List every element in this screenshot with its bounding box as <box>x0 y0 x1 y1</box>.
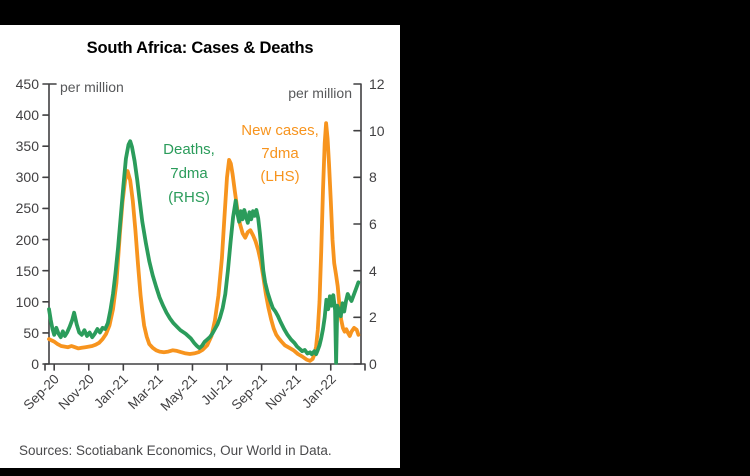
deaths-series-label-line1: Deaths, <box>163 141 215 158</box>
left-axis-tick-label: 450 <box>15 76 39 92</box>
right-axis-tick-label: 4 <box>369 262 377 279</box>
left-axis-tick-label: 400 <box>15 107 39 124</box>
left-axis-tick-label: 250 <box>15 200 39 217</box>
right-axis-tick-label: 6 <box>369 216 377 232</box>
chart-panel: South Africa: Cases & Deaths per million… <box>0 25 400 468</box>
y-axis-left <box>42 83 57 365</box>
deaths-series-label-line2: 7dma <box>170 165 208 182</box>
right-axis-tick-label: 0 <box>369 356 377 372</box>
right-axis-tick-label: 12 <box>369 76 385 92</box>
cases-series-label-line3: (LHS) <box>260 168 300 185</box>
left-axis-unit-label: per million <box>60 79 124 95</box>
sources-note: Sources: Scotiabank Economics, Our World… <box>19 443 332 458</box>
deaths-line <box>47 139 361 365</box>
chart-title: South Africa: Cases & Deaths <box>86 39 314 57</box>
right-axis-tick-label: 8 <box>369 169 377 186</box>
y-axis-right <box>353 83 362 365</box>
cases-line <box>47 121 361 363</box>
left-axis-tick-label: 50 <box>23 324 39 341</box>
plot-area <box>42 83 366 371</box>
deaths-series-label-line3: (RHS) <box>168 189 210 206</box>
left-axis-tick-label: 150 <box>15 262 39 279</box>
x-axis <box>44 363 366 371</box>
left-axis-tick-label: 200 <box>15 231 39 248</box>
right-axis-unit-label: per million <box>288 85 352 101</box>
cases-series-label: New cases, 7dma (LHS) <box>220 119 340 188</box>
cases-series-label-line1: New cases, <box>241 122 319 139</box>
right-axis-tick-label: 10 <box>369 122 385 139</box>
right-axis-tick-label: 2 <box>369 309 377 326</box>
deaths-series-label: Deaths, 7dma (RHS) <box>129 138 249 210</box>
left-axis-tick-label: 300 <box>15 169 39 186</box>
left-axis-tick-label: 100 <box>15 293 39 310</box>
left-axis-tick-label: 0 <box>31 356 39 372</box>
cases-series-label-line2: 7dma <box>261 145 299 162</box>
left-axis-tick-label: 350 <box>15 138 39 155</box>
